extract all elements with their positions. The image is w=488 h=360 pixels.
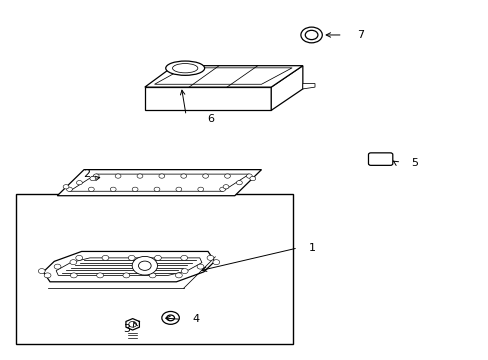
Circle shape (198, 187, 203, 192)
Polygon shape (126, 319, 139, 330)
Text: 7: 7 (357, 30, 364, 40)
Circle shape (66, 187, 72, 192)
Circle shape (166, 315, 174, 321)
Circle shape (305, 30, 317, 40)
Text: 2: 2 (83, 169, 90, 179)
Circle shape (206, 255, 213, 260)
Circle shape (132, 256, 157, 275)
Circle shape (212, 260, 219, 265)
Text: 4: 4 (192, 314, 199, 324)
Circle shape (122, 273, 129, 278)
Circle shape (76, 255, 82, 260)
Circle shape (38, 269, 45, 274)
Circle shape (88, 187, 94, 192)
Circle shape (149, 273, 156, 278)
Circle shape (54, 264, 61, 269)
Circle shape (93, 174, 99, 178)
Circle shape (236, 180, 242, 185)
Circle shape (202, 174, 208, 178)
Bar (16, 194, 292, 344)
Circle shape (154, 187, 160, 192)
Polygon shape (302, 84, 314, 89)
Circle shape (115, 174, 121, 178)
Polygon shape (271, 66, 302, 111)
Circle shape (181, 269, 188, 274)
Circle shape (128, 255, 135, 260)
Text: 1: 1 (308, 243, 316, 253)
Polygon shape (144, 66, 302, 87)
Polygon shape (144, 87, 271, 111)
Circle shape (159, 174, 164, 178)
Circle shape (137, 174, 142, 178)
Ellipse shape (165, 61, 204, 75)
Polygon shape (43, 251, 214, 282)
Circle shape (246, 174, 252, 178)
Circle shape (70, 260, 77, 265)
Text: 3: 3 (123, 324, 130, 334)
Ellipse shape (172, 64, 198, 73)
Circle shape (175, 273, 182, 278)
Circle shape (128, 321, 136, 327)
Text: 5: 5 (410, 158, 417, 168)
Circle shape (176, 187, 182, 192)
Circle shape (70, 273, 77, 278)
Circle shape (197, 264, 203, 269)
Circle shape (300, 27, 322, 43)
Circle shape (90, 176, 96, 181)
Circle shape (132, 187, 138, 192)
Circle shape (76, 180, 82, 185)
Circle shape (138, 261, 151, 270)
Circle shape (154, 255, 161, 260)
FancyBboxPatch shape (368, 153, 392, 165)
Circle shape (219, 187, 225, 192)
Circle shape (44, 273, 51, 278)
Circle shape (97, 273, 103, 278)
Circle shape (181, 174, 186, 178)
Circle shape (102, 255, 109, 260)
Circle shape (110, 187, 116, 192)
Text: 6: 6 (206, 113, 214, 123)
Circle shape (223, 185, 228, 189)
Polygon shape (57, 170, 261, 196)
Circle shape (249, 176, 255, 181)
Circle shape (224, 174, 230, 178)
Circle shape (63, 185, 69, 189)
Circle shape (181, 255, 187, 260)
Circle shape (162, 311, 179, 324)
